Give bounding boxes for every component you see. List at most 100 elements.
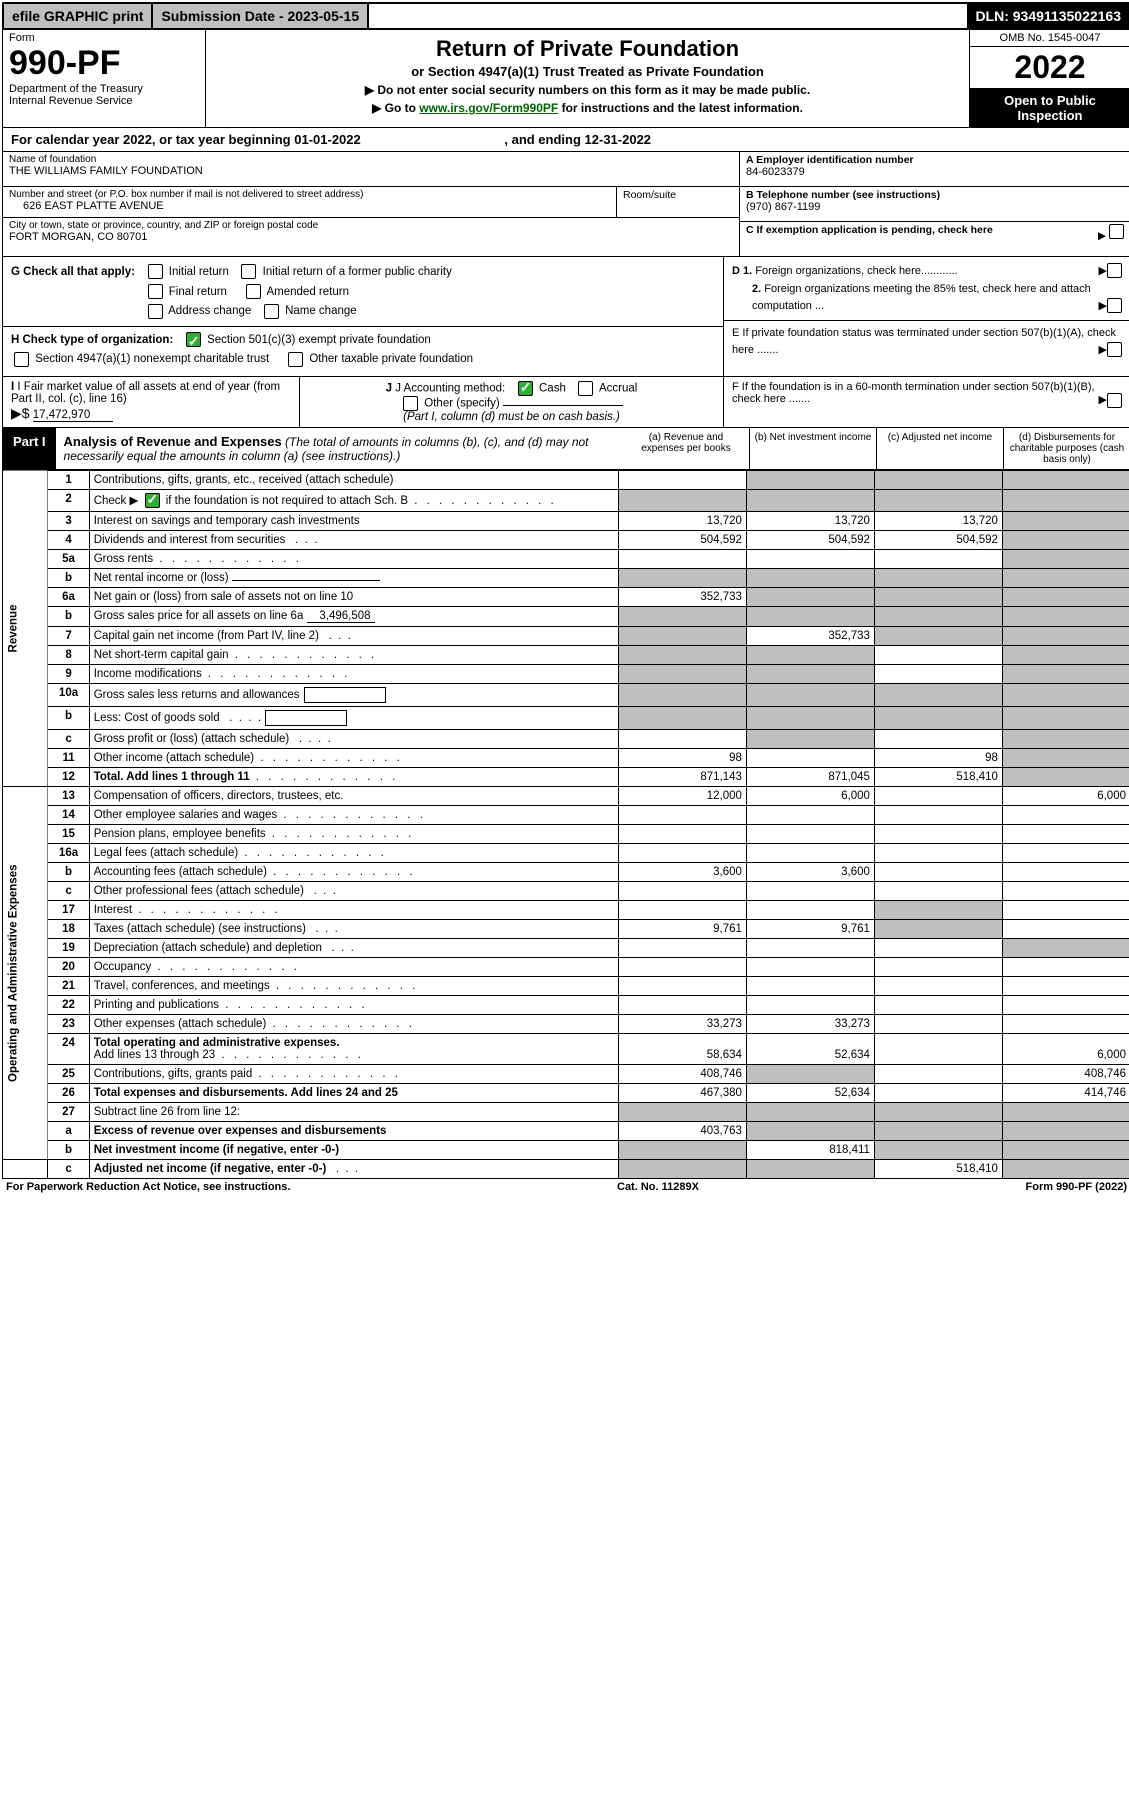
table-row: bGross sales price for all assets on lin…	[3, 607, 1129, 627]
phone-cell: B Telephone number (see instructions) (9…	[740, 187, 1129, 222]
foundation-name: THE WILLIAMS FAMILY FOUNDATION	[9, 165, 733, 177]
table-row: bLess: Cost of goods sold . . . .	[3, 707, 1129, 730]
chk-e[interactable]	[1107, 342, 1122, 357]
table-row: 20Occupancy	[3, 958, 1129, 977]
table-row: Operating and Administrative Expenses 13…	[3, 787, 1129, 806]
part1-table: Revenue 1 Contributions, gifts, grants, …	[2, 470, 1129, 1179]
table-row: 4Dividends and interest from securities …	[3, 531, 1129, 550]
chk-address-change[interactable]	[148, 304, 163, 319]
phone-value: (970) 867-1199	[746, 201, 1124, 213]
table-row: 5aGross rents	[3, 550, 1129, 569]
form-subtitle: or Section 4947(a)(1) Trust Treated as P…	[216, 64, 959, 79]
col-c-header: (c) Adjusted net income	[876, 428, 1003, 469]
form-meta-block: OMB No. 1545-0047 2022 Open to Public In…	[969, 30, 1129, 127]
chk-cash[interactable]	[518, 381, 533, 396]
exemption-checkbox[interactable]	[1109, 224, 1124, 239]
table-row: bNet rental income or (loss)	[3, 569, 1129, 588]
entity-info-grid: Name of foundation THE WILLIAMS FAMILY F…	[2, 152, 1129, 257]
foundation-name-cell: Name of foundation THE WILLIAMS FAMILY F…	[3, 152, 739, 187]
table-row: 7Capital gain net income (from Part IV, …	[3, 627, 1129, 646]
table-row: Revenue 1 Contributions, gifts, grants, …	[3, 470, 1129, 489]
chk-f[interactable]	[1107, 393, 1122, 408]
e-row: E If private foundation status was termi…	[724, 320, 1129, 360]
cat-number: Cat. No. 11289X	[617, 1181, 699, 1193]
g-row: G Check all that apply: Initial return I…	[11, 263, 715, 322]
ein-cell: A Employer identification number 84-6023…	[740, 152, 1129, 187]
efile-label[interactable]: efile GRAPHIC print	[4, 4, 153, 28]
table-row: 10aGross sales less returns and allowanc…	[3, 684, 1129, 707]
exemption-pending-cell: C If exemption application is pending, c…	[740, 222, 1129, 256]
room-suite-cell: Room/suite	[616, 187, 739, 217]
end-date: 12-31-2022	[585, 132, 652, 147]
table-row: cOther professional fees (attach schedul…	[3, 882, 1129, 901]
form-header: Form 990-PF Department of the Treasury I…	[2, 30, 1129, 128]
top-bar: efile GRAPHIC print Submission Date - 20…	[2, 2, 1129, 30]
table-row: 21Travel, conferences, and meetings	[3, 977, 1129, 996]
col-d-header: (d) Disbursements for charitable purpose…	[1003, 428, 1129, 469]
table-row: 26Total expenses and disbursements. Add …	[3, 1084, 1129, 1103]
form-ref: Form 990-PF (2022)	[1026, 1181, 1127, 1193]
chk-other-taxable[interactable]	[288, 352, 303, 367]
form-number: 990-PF	[9, 44, 199, 83]
chk-4947a1[interactable]	[14, 352, 29, 367]
form-word: Form	[9, 32, 199, 44]
col-b-header: (b) Net investment income	[749, 428, 876, 469]
d1-row: D 1. D 1. Foreign organizations, check h…	[732, 263, 1122, 281]
chk-initial-former[interactable]	[241, 264, 256, 279]
table-row: 15Pension plans, employee benefits	[3, 825, 1129, 844]
chk-amended-return[interactable]	[246, 284, 261, 299]
table-row: 22Printing and publications	[3, 996, 1129, 1015]
table-row: 17Interest	[3, 901, 1129, 920]
table-row: 19Depreciation (attach schedule) and dep…	[3, 939, 1129, 958]
instr-no-ssn: ▶ Do not enter social security numbers o…	[216, 83, 959, 97]
table-row: 12Total. Add lines 1 through 11 871,1438…	[3, 768, 1129, 787]
fmv-value: 17,472,970	[33, 409, 113, 422]
city-cell: City or town, state or province, country…	[3, 218, 739, 252]
chk-other-method[interactable]	[403, 396, 418, 411]
table-row: 11Other income (attach schedule) 9898	[3, 749, 1129, 768]
street-address: 626 EAST PLATTE AVENUE	[9, 200, 610, 212]
omb-number: OMB No. 1545-0047	[970, 30, 1129, 47]
i-block: I I Fair market value of all assets at e…	[3, 377, 300, 427]
irs-link[interactable]: www.irs.gov/Form990PF	[419, 101, 558, 115]
begin-date: 01-01-2022	[294, 132, 361, 147]
chk-501c3[interactable]	[186, 332, 201, 347]
chk-d2[interactable]	[1107, 298, 1122, 313]
calendar-year-row: For calendar year 2022, or tax year begi…	[2, 128, 1129, 152]
chk-name-change[interactable]	[264, 304, 279, 319]
table-row: aExcess of revenue over expenses and dis…	[3, 1122, 1129, 1141]
paperwork-notice: For Paperwork Reduction Act Notice, see …	[6, 1181, 290, 1193]
table-row: 9Income modifications	[3, 665, 1129, 684]
table-row: 18Taxes (attach schedule) (see instructi…	[3, 920, 1129, 939]
column-headers: (a) Revenue and expenses per books (b) N…	[623, 428, 1129, 469]
table-row: 3Interest on savings and temporary cash …	[3, 512, 1129, 531]
col-a-header: (a) Revenue and expenses per books	[623, 428, 749, 469]
dln-label: DLN: 93491135022163	[967, 4, 1129, 28]
tax-year: 2022	[970, 47, 1129, 89]
expenses-side-label: Operating and Administrative Expenses	[3, 787, 48, 1160]
table-row: cGross profit or (loss) (attach schedule…	[3, 730, 1129, 749]
part1-desc: Analysis of Revenue and Expenses (The to…	[56, 428, 623, 469]
ein-value: 84-6023379	[746, 166, 1124, 178]
submission-date: Submission Date - 2023-05-15	[153, 4, 369, 28]
table-row: 24Total operating and administrative exp…	[3, 1034, 1129, 1065]
chk-d1[interactable]	[1107, 263, 1122, 278]
form-id-block: Form 990-PF Department of the Treasury I…	[3, 30, 206, 127]
gross-sales-6a: 3,496,508	[307, 610, 375, 623]
address-cell: Number and street (or P.O. box number if…	[3, 187, 616, 217]
j-block: J J Accounting method: Cash Accrual Othe…	[300, 377, 724, 427]
open-to-public: Open to Public Inspection	[970, 89, 1129, 127]
table-row: 25Contributions, gifts, grants paid408,7…	[3, 1065, 1129, 1084]
city-state-zip: FORT MORGAN, CO 80701	[9, 231, 733, 243]
chk-sch-b[interactable]	[145, 493, 160, 508]
table-row: 2 Check ▶ if the foundation is not requi…	[3, 489, 1129, 511]
form-title-block: Return of Private Foundation or Section …	[206, 30, 969, 127]
chk-final-return[interactable]	[148, 284, 163, 299]
table-row: 23Other expenses (attach schedule)33,273…	[3, 1015, 1129, 1034]
dept-irs: Internal Revenue Service	[9, 95, 199, 107]
h-row: H Check type of organization: Section 50…	[3, 326, 723, 370]
table-row: bNet investment income (if negative, ent…	[3, 1141, 1129, 1160]
chk-accrual[interactable]	[578, 381, 593, 396]
table-row: 8Net short-term capital gain	[3, 646, 1129, 665]
chk-initial-return[interactable]	[148, 264, 163, 279]
